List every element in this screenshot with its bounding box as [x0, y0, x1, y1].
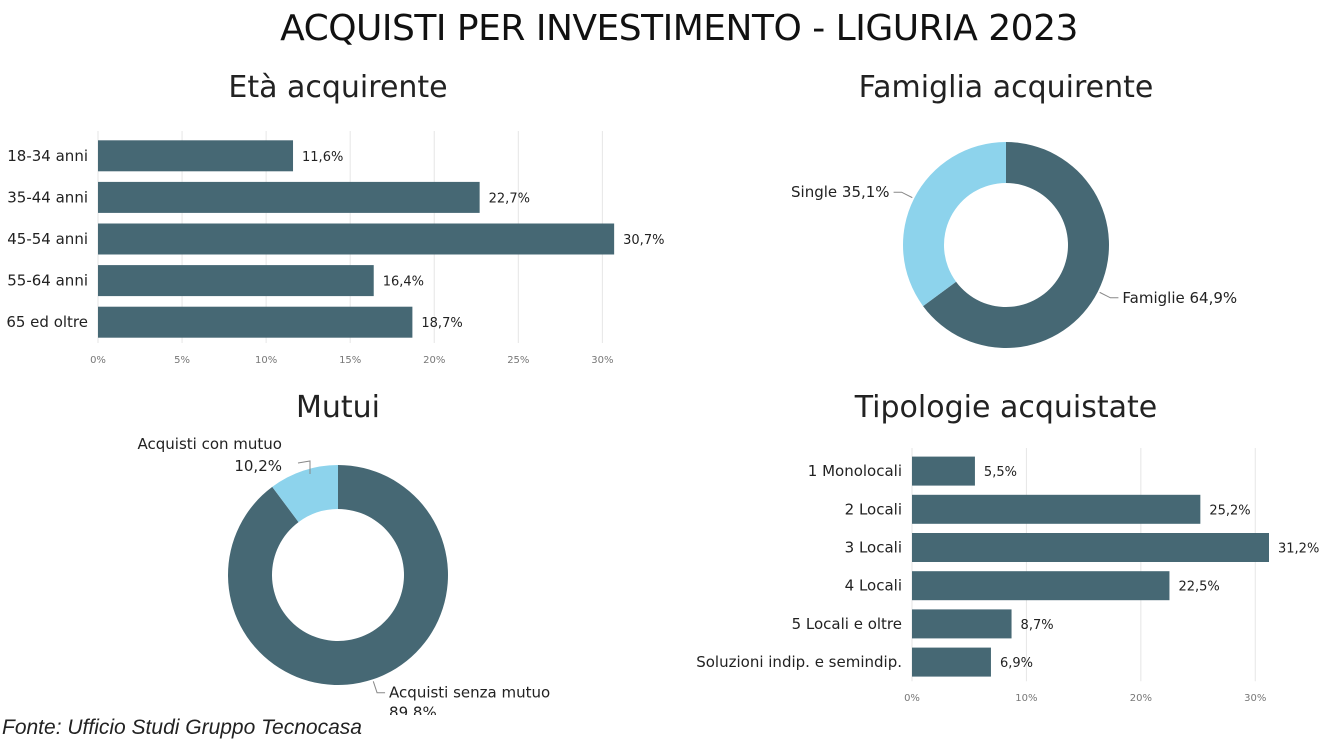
bar: [98, 181, 480, 213]
source-note: Fonte: Ufficio Studi Gruppo Tecnocasa: [2, 716, 362, 739]
data-label: 11,6%: [302, 150, 343, 165]
slice-label: 89,8%: [389, 704, 437, 715]
category-label: 18-34 anni: [7, 147, 88, 165]
slice-label: Acquisti senza mutuo: [389, 684, 550, 702]
x-tick-label: 0%: [904, 693, 920, 704]
data-label: 25,2%: [1209, 503, 1250, 518]
x-tick-label: 20%: [423, 355, 445, 366]
bar: [98, 140, 294, 172]
category-label: 2 Locali: [845, 500, 902, 518]
slice-label: Single 35,1%: [791, 183, 890, 201]
data-label: 6,9%: [1000, 656, 1033, 671]
leader-line: [1099, 291, 1119, 299]
leader-line: [372, 681, 386, 694]
bar: [98, 306, 413, 338]
bar: [912, 456, 975, 486]
data-label: 22,5%: [1178, 580, 1219, 595]
donut-slice: [227, 465, 448, 685]
donut-slice: [272, 465, 338, 523]
bar: [912, 494, 1201, 524]
data-label: 16,4%: [383, 275, 424, 290]
data-label: 18,7%: [421, 316, 462, 331]
family-donut-chart: Famiglie 64,9% Single 35,1%: [791, 142, 1237, 348]
category-label: 5 Locali e oltre: [792, 615, 902, 633]
x-tick-label: 30%: [1244, 693, 1266, 704]
x-tick-label: 0%: [90, 355, 106, 366]
x-tick-label: 10%: [1015, 693, 1037, 704]
mutui-chart-title: Mutui: [295, 390, 380, 425]
leader-line: [893, 191, 913, 199]
slice-label: Famiglie 64,9%: [1122, 289, 1237, 307]
leader-line: [297, 460, 311, 474]
slice-label: Acquisti con mutuo: [138, 435, 282, 453]
category-label: Soluzioni indip. e semindip.: [696, 653, 902, 671]
age-chart-title: Età acquirente: [228, 70, 448, 105]
bar: [98, 223, 615, 255]
bar: [98, 265, 374, 297]
x-tick-label: 10%: [255, 355, 277, 366]
x-tick-label: 5%: [174, 355, 190, 366]
category-label: 35-44 anni: [7, 188, 88, 206]
donut-slice: [903, 142, 1006, 307]
category-label: 65 ed oltre: [6, 313, 88, 331]
data-label: 22,7%: [489, 191, 530, 206]
data-label: 31,2%: [1278, 542, 1319, 557]
bar: [912, 571, 1170, 601]
category-label: 55-64 anni: [7, 272, 88, 290]
x-tick-label: 15%: [339, 355, 361, 366]
category-label: 1 Monolocali: [808, 462, 902, 480]
bar: [912, 647, 991, 677]
x-tick-label: 30%: [591, 355, 613, 366]
types-chart-title: Tipologie acquistate: [854, 390, 1158, 425]
category-label: 4 Locali: [845, 577, 902, 595]
page-title: ACQUISTI PER INVESTIMENTO - LIGURIA 2023: [280, 8, 1078, 49]
x-tick-label: 25%: [507, 355, 529, 366]
slice-label: 10,2%: [234, 457, 282, 475]
bar: [912, 609, 1012, 639]
types-bar-chart: 0% 10% 20% 30% 1 Monolocali 5,5% 2 Locali 25,2%…: [696, 448, 1319, 704]
category-label: 45-54 anni: [7, 230, 88, 248]
age-bar-chart: 0% 5% 10% 15% 20% 25% 30% 18-34 anni 11,6% 35-44 …: [6, 131, 664, 366]
family-chart-title: Famiglia acquirente: [858, 70, 1154, 105]
bar: [912, 533, 1269, 562]
donut-slice: [923, 142, 1109, 348]
data-label: 8,7%: [1021, 618, 1054, 633]
x-tick-label: 20%: [1130, 693, 1152, 704]
data-label: 30,7%: [623, 233, 664, 248]
data-label: 5,5%: [984, 465, 1017, 480]
mutui-donut-chart: Acquisti senza mutuo 89,8% Acquisti con mu…: [138, 435, 551, 715]
category-label: 3 Locali: [845, 539, 902, 557]
